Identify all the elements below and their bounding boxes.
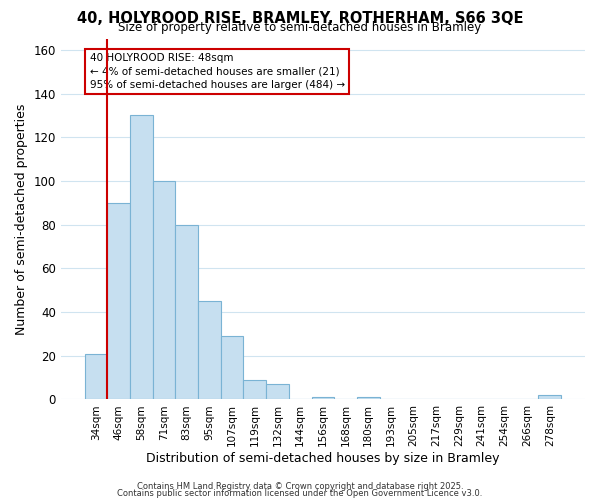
Text: 40 HOLYROOD RISE: 48sqm
← 4% of semi-detached houses are smaller (21)
95% of sem: 40 HOLYROOD RISE: 48sqm ← 4% of semi-det… xyxy=(89,54,345,90)
Bar xyxy=(130,116,152,400)
Bar xyxy=(175,224,198,400)
Bar xyxy=(311,398,334,400)
Bar xyxy=(266,384,289,400)
Bar xyxy=(244,380,266,400)
X-axis label: Distribution of semi-detached houses by size in Bramley: Distribution of semi-detached houses by … xyxy=(146,452,500,465)
Bar xyxy=(152,181,175,400)
Y-axis label: Number of semi-detached properties: Number of semi-detached properties xyxy=(15,104,28,335)
Text: Size of property relative to semi-detached houses in Bramley: Size of property relative to semi-detach… xyxy=(118,21,482,34)
Bar xyxy=(221,336,244,400)
Bar xyxy=(357,398,380,400)
Bar xyxy=(85,354,107,400)
Bar xyxy=(198,301,221,400)
Bar xyxy=(107,203,130,400)
Text: 40, HOLYROOD RISE, BRAMLEY, ROTHERHAM, S66 3QE: 40, HOLYROOD RISE, BRAMLEY, ROTHERHAM, S… xyxy=(77,11,523,26)
Text: Contains public sector information licensed under the Open Government Licence v3: Contains public sector information licen… xyxy=(118,488,482,498)
Text: Contains HM Land Registry data © Crown copyright and database right 2025.: Contains HM Land Registry data © Crown c… xyxy=(137,482,463,491)
Bar xyxy=(538,395,561,400)
